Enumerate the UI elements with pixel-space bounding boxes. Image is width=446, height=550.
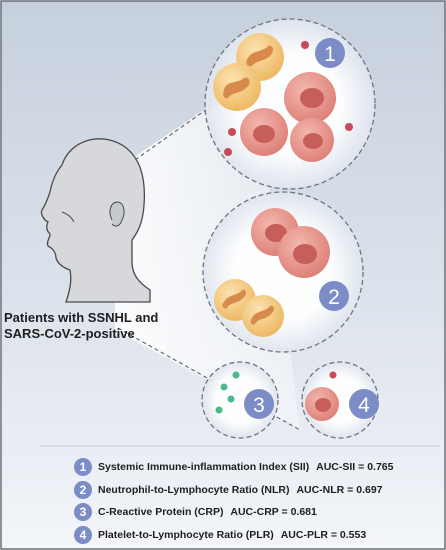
lymphocyte: [278, 226, 330, 278]
legend-number-badge: 2: [74, 480, 92, 499]
patient-label-line2: SARS-CoV-2-positive: [4, 326, 135, 341]
legend-label: C-Reactive Protein (CRP) AUC-CRP = 0.681: [98, 506, 317, 518]
badge-1-number: 1: [324, 43, 336, 66]
legend-auc: AUC-NLR = 0.697: [296, 483, 383, 496]
legend-metric: Systemic Immune-inflammation Index (SII): [98, 461, 310, 473]
circle-1: 1: [204, 18, 376, 190]
platelet: [345, 123, 353, 131]
legend-auc: AUC-PLR = 0.553: [280, 528, 367, 541]
legend-item-sii: 1 Systemic Immune-inflammation Index (SI…: [74, 456, 434, 478]
platelet: [301, 41, 309, 49]
legend-label: Systemic Immune-inflammation Index (SII)…: [98, 461, 393, 473]
legend-item-crp: 3 C-Reactive Protein (CRP) AUC-CRP = 0.6…: [74, 501, 434, 523]
crp-dot: [232, 371, 240, 379]
patient-label-line1: Patients with SSNHL and: [4, 310, 159, 325]
platelet: [228, 128, 236, 136]
circle-2: 2: [202, 191, 364, 353]
legend-label: Neutrophil-to-Lymphocyte Ratio (NLR) AUC…: [98, 484, 383, 496]
badge-3: [244, 389, 274, 419]
badge-4: [349, 389, 379, 419]
neutrophil: [242, 295, 284, 337]
lymphocyte: [284, 72, 336, 124]
badge-2: [319, 281, 349, 311]
legend: 1 Systemic Immune-inflammation Index (SI…: [74, 456, 434, 546]
crp-dot: [227, 395, 235, 403]
platelet: [329, 371, 337, 379]
legend-label: Platelet-to-Lymphocyte Ratio (PLR) AUC-P…: [98, 529, 366, 541]
crp-dot: [215, 406, 223, 414]
legend-number-badge: 4: [74, 525, 92, 544]
badge-4-number: 4: [358, 394, 370, 417]
badge-2-number: 2: [328, 286, 340, 309]
lymphocyte: [305, 387, 339, 421]
head-icon: [40, 138, 151, 303]
legend-number-badge: 3: [74, 503, 92, 521]
legend-auc: AUC-SII = 0.765: [316, 461, 394, 473]
badge-1: [315, 38, 345, 68]
neutrophil: [213, 63, 261, 111]
lymphocyte: [290, 118, 334, 162]
crp-dot: [220, 383, 228, 391]
circle-3: 3: [201, 361, 279, 439]
legend-number-badge: 1: [74, 458, 92, 476]
legend-auc: AUC-CRP = 0.681: [230, 506, 317, 518]
circle-4: 4: [301, 361, 379, 439]
platelet: [224, 148, 232, 156]
legend-item-nlr: 2 Neutrophil-to-Lymphocyte Ratio (NLR) A…: [74, 479, 434, 501]
legend-metric: Neutrophil-to-Lymphocyte Ratio (NLR): [98, 483, 290, 496]
patient-label: Patients with SSNHL and SARS-CoV-2-posit…: [4, 310, 158, 342]
badge-3-number: 3: [253, 394, 265, 417]
lymphocyte: [240, 108, 288, 156]
legend-metric: Platelet-to-Lymphocyte Ratio (PLR): [98, 528, 274, 541]
legend-metric: C-Reactive Protein (CRP): [98, 506, 224, 518]
legend-item-plr: 4 Platelet-to-Lymphocyte Ratio (PLR) AUC…: [74, 524, 434, 546]
